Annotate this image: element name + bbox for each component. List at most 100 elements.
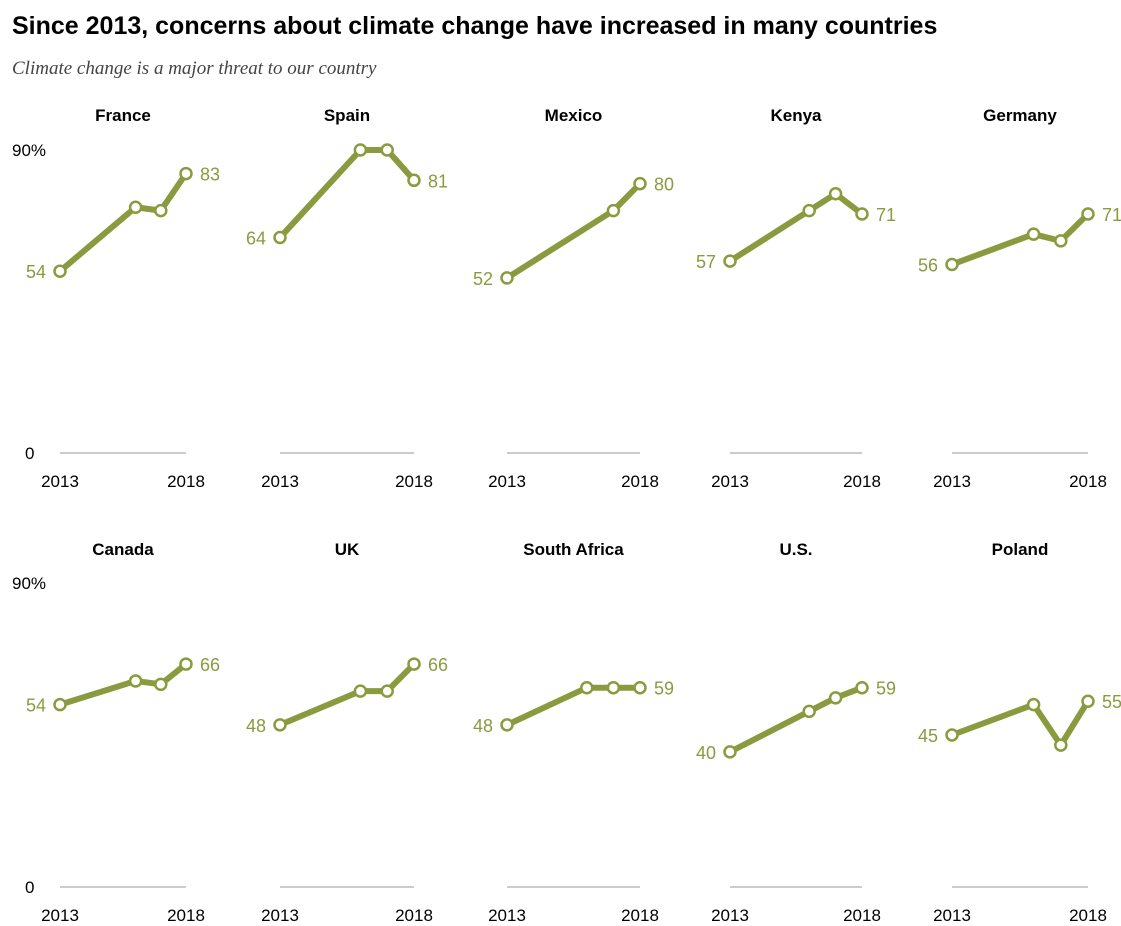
data-label-poland-start: 45	[918, 726, 938, 746]
panel-title-kenya: Kenya	[770, 106, 822, 125]
data-point-mexico-2018	[633, 176, 647, 191]
x-tick-label-france-start: 2013	[41, 472, 79, 491]
data-label-mexico-start: 52	[473, 269, 493, 289]
data-point-south-africa-2013	[500, 718, 514, 732]
x-tick-label-south-africa-start: 2013	[488, 906, 526, 925]
panel-title-germany: Germany	[983, 106, 1057, 125]
series-line-mexico	[504, 180, 643, 281]
data-label-spain-end: 81	[428, 171, 448, 191]
panel-title-france: France	[95, 106, 151, 125]
data-point-germany-2017	[1054, 234, 1068, 248]
data-point-uk-2017	[380, 684, 394, 698]
data-label-germany-end: 71	[1102, 205, 1121, 225]
data-label-u-s-end: 59	[876, 679, 896, 699]
panel-title-south-africa: South Africa	[523, 540, 624, 559]
data-label-spain-start: 64	[246, 229, 266, 249]
x-tick-label-kenya-start: 2013	[711, 472, 749, 491]
panel-title-uk: UK	[335, 540, 360, 559]
data-point-germany-2016	[1026, 227, 1041, 241]
y-tick-label-top-row2: 90%	[12, 574, 46, 593]
data-point-germany-2018	[1081, 207, 1095, 221]
data-label-kenya-end: 71	[876, 205, 896, 225]
x-tick-label-france-end: 2018	[167, 472, 205, 491]
series-line-uk	[277, 661, 417, 728]
data-point-canada-2013	[53, 697, 67, 712]
x-tick-label-spain-end: 2018	[395, 472, 433, 491]
x-tick-label-germany-start: 2013	[933, 472, 971, 491]
data-point-uk-2018	[407, 657, 421, 671]
series-line-germany	[949, 210, 1091, 268]
x-tick-label-mexico-end: 2018	[621, 472, 659, 491]
x-tick-label-south-africa-end: 2018	[621, 906, 659, 925]
chart-subtitle: Climate change is a major threat to our …	[12, 58, 377, 79]
data-point-u-s-2017	[828, 691, 843, 705]
data-point-france-2018	[179, 166, 193, 181]
series-line-spain	[277, 147, 417, 241]
data-point-kenya-2013	[723, 254, 737, 268]
data-point-canada-2016	[128, 674, 143, 688]
x-tick-label-spain-start: 2013	[261, 472, 299, 491]
data-point-mexico-2017	[606, 203, 621, 218]
x-tick-label-germany-end: 2018	[1069, 472, 1107, 491]
data-label-poland-end: 55	[1102, 692, 1121, 712]
y-tick-label-zero-row1: 0	[25, 444, 34, 463]
data-point-poland-2018	[1081, 694, 1095, 708]
data-label-south-africa-end: 59	[654, 679, 674, 699]
data-point-france-2013	[53, 264, 67, 278]
data-point-spain-2017	[380, 143, 394, 157]
x-tick-label-uk-start: 2013	[261, 906, 299, 925]
data-point-kenya-2018	[855, 207, 869, 221]
data-label-u-s-start: 40	[696, 743, 716, 763]
x-tick-label-kenya-end: 2018	[843, 472, 881, 491]
data-point-poland-2016	[1026, 697, 1041, 712]
series-line-canada	[57, 661, 189, 708]
data-point-poland-2017	[1054, 738, 1068, 752]
data-label-kenya-start: 57	[696, 252, 716, 272]
series-line-south-africa	[504, 684, 643, 728]
chart-title: Since 2013, concerns about climate chang…	[12, 12, 938, 40]
x-tick-label-poland-start: 2013	[933, 906, 971, 925]
series-line-kenya	[727, 190, 865, 265]
panel-title-poland: Poland	[992, 540, 1049, 559]
data-point-france-2017	[154, 203, 168, 218]
data-point-canada-2017	[154, 677, 168, 692]
data-point-kenya-2017	[828, 187, 843, 201]
data-point-poland-2013	[945, 728, 959, 742]
data-label-uk-end: 66	[428, 655, 448, 675]
data-point-south-africa-2018	[633, 680, 647, 695]
data-point-germany-2013	[945, 257, 959, 272]
data-point-france-2016	[128, 200, 143, 214]
series-line-u-s	[727, 684, 865, 755]
data-point-u-s-2016	[802, 704, 816, 719]
data-point-uk-2013	[273, 718, 287, 732]
x-tick-label-canada-start: 2013	[41, 906, 79, 925]
data-point-kenya-2016	[802, 203, 816, 218]
data-point-spain-2013	[273, 230, 287, 245]
y-tick-label-top-row1: 90%	[12, 141, 46, 160]
x-tick-label-canada-end: 2018	[167, 906, 205, 925]
x-tick-label-poland-end: 2018	[1069, 906, 1107, 925]
data-label-canada-start: 54	[26, 696, 46, 716]
data-point-south-africa-2017	[606, 680, 621, 695]
data-point-u-s-2013	[723, 745, 737, 759]
data-point-spain-2016	[353, 143, 368, 157]
data-label-france-end: 83	[200, 165, 220, 185]
series-line-poland	[949, 698, 1091, 749]
data-point-canada-2018	[179, 657, 193, 671]
data-point-uk-2016	[353, 684, 368, 698]
data-label-france-start: 54	[26, 262, 46, 282]
data-point-spain-2018	[407, 173, 421, 188]
data-label-mexico-end: 80	[654, 175, 674, 195]
x-tick-label-mexico-start: 2013	[488, 472, 526, 491]
panel-title-canada: Canada	[92, 540, 154, 559]
data-point-u-s-2018	[855, 680, 869, 695]
data-label-south-africa-start: 48	[473, 716, 493, 736]
panel-title-u-s: U.S.	[779, 540, 812, 559]
x-tick-label-u-s-end: 2018	[843, 906, 881, 925]
series-line-france	[57, 170, 189, 275]
panel-title-spain: Spain	[324, 106, 370, 125]
y-tick-label-zero-row2: 0	[25, 878, 34, 897]
x-tick-label-u-s-start: 2013	[711, 906, 749, 925]
data-label-uk-start: 48	[246, 716, 266, 736]
